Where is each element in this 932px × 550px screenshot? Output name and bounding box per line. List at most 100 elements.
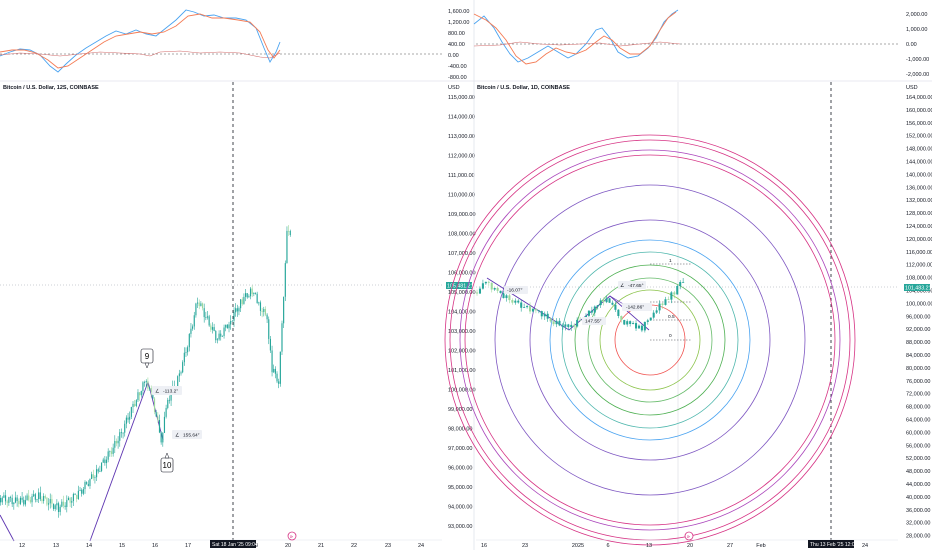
right-goto-realtime-button[interactable]: »: [684, 531, 694, 541]
left-candles[interactable]: [0, 225, 291, 518]
candle-body: [13, 502, 15, 505]
candle-body: [86, 482, 88, 484]
angle-label-1[interactable]: ∠ -113.2°: [152, 386, 182, 395]
right-price-tick: 156,000.00: [906, 121, 932, 127]
right-price-axis[interactable]: 164,000.00 160,000.00 156,000.00 152,000.00…: [906, 95, 932, 540]
right-price-tick: 72,000.00: [906, 392, 930, 398]
left-time-tick: 20: [285, 543, 291, 549]
right-price-tick: 132,000.00: [906, 198, 932, 204]
candle-body: [478, 288, 482, 294]
fib-circle-ring: [459, 149, 841, 531]
candle-body: [543, 313, 546, 317]
wave-10-callout[interactable]: 10: [160, 452, 174, 473]
left-chart-panel[interactable]: 1,600.00 1,200.00 800.00 400.00 0.00 -400.00 -…: [0, 9, 932, 549]
right-time-axis[interactable]: 16 23 2025 6 13 20 27 Feb: [481, 543, 766, 549]
angle-label-2[interactable]: ∠ 155.64°: [172, 430, 202, 439]
candle-body: [51, 499, 53, 504]
right-osc-tick: -2,000.00: [906, 72, 929, 78]
candle-body: [114, 441, 116, 448]
candle-body: [502, 292, 505, 299]
right-oscillator-axis[interactable]: 2,000.00 1,000.00 0.00 -1,000.00 -2,000.00: [906, 12, 929, 78]
right-angle-label-4-text: 147.55°: [585, 319, 602, 325]
angle-icon: ∠: [175, 433, 179, 439]
left-price-tick: 113,000.00: [448, 134, 475, 140]
candle-body: [91, 474, 93, 480]
left-oscillator-axis[interactable]: 1,600.00 1,200.00 800.00 400.00 0.00 -400.00 -…: [448, 9, 469, 81]
left-current-price-badge: 105,481.21: [446, 282, 474, 290]
candle-body: [16, 497, 18, 502]
right-price-tick: 80,000.00: [906, 366, 930, 372]
candle-body: [555, 320, 558, 325]
candle-body: [268, 319, 270, 339]
candle-body: [66, 500, 68, 507]
right-price-tick: 140,000.00: [906, 172, 932, 178]
right-candles[interactable]: [476, 278, 685, 333]
candle-body: [195, 303, 197, 316]
candle-body: [235, 308, 237, 313]
candle-body: [43, 496, 45, 502]
candle-body: [289, 231, 291, 235]
left-price-tick: 97,000.00: [448, 446, 472, 452]
left-price-tick: 115,000.00: [448, 95, 475, 101]
candle-body: [221, 335, 223, 337]
right-price-tick: 84,000.00: [906, 353, 930, 359]
candle-body: [652, 312, 655, 318]
candle-body: [511, 300, 514, 303]
fib-circle-ring: [549, 239, 751, 441]
candle-body: [97, 469, 99, 472]
right-time-tick: 13: [646, 543, 652, 549]
fib-circle-ring: [587, 277, 713, 403]
candle-body: [558, 320, 561, 326]
candle-body: [254, 292, 257, 294]
wave-9-callout[interactable]: 9: [140, 348, 154, 369]
candle-body: [205, 317, 207, 318]
fib-circle-ring: [574, 264, 726, 416]
right-price-tick: 104,000.00: [906, 289, 932, 295]
right-time-tick: 20: [687, 543, 693, 549]
right-chart-panel[interactable]: 2,000.00 1,000.00 0.00 -1,000.00 -2,000.00 B…: [444, 9, 932, 549]
candle-body: [225, 324, 227, 328]
candle-body: [635, 323, 638, 329]
candle-body: [499, 290, 502, 293]
candle-body: [56, 503, 58, 506]
right-price-tick: 96,000.00: [906, 314, 930, 320]
right-angle-label-4[interactable]: 147.55°: [582, 317, 606, 325]
left-goto-realtime-button[interactable]: »: [287, 531, 297, 541]
candle-body: [112, 447, 114, 454]
left-oscillator-pane[interactable]: 1,600.00 1,200.00 800.00 400.00 0.00 -400.00 -…: [0, 9, 469, 81]
candle-body: [236, 308, 238, 312]
candle-body: [196, 302, 199, 304]
right-angle-label-3[interactable]: -142.86°: [622, 303, 652, 311]
candle-body: [62, 501, 65, 506]
candle-body: [122, 432, 124, 434]
left-price-tick: 109,000.00: [448, 212, 476, 218]
candle-body: [182, 362, 184, 373]
candle-body: [278, 381, 280, 384]
candle-body: [493, 287, 496, 290]
candle-body: [6, 501, 8, 503]
left-price-tick: 94,000.00: [448, 505, 472, 511]
candle-body: [38, 492, 40, 500]
candle-body: [140, 390, 142, 396]
fib-circles[interactable]: [444, 134, 856, 546]
candle-body: [570, 324, 573, 328]
candle-body: [233, 312, 235, 321]
left-price-tick: 102,000.00: [448, 349, 476, 355]
right-angle-label-3-text: -142.86°: [626, 305, 644, 311]
candle-body: [537, 310, 540, 312]
right-angle-label-1[interactable]: -16.07°: [504, 286, 528, 294]
right-time-tick: 6: [606, 543, 609, 549]
candle-body: [231, 320, 233, 322]
candle-body: [670, 292, 673, 300]
left-time-tick: 14: [86, 543, 92, 549]
candle-body: [632, 323, 635, 324]
right-signal-line: [473, 11, 677, 65]
candle-body: [253, 292, 255, 294]
left-time-tick: 13: [53, 543, 59, 549]
candle-body: [526, 306, 529, 308]
candle-body: [241, 299, 243, 304]
candle-body: [28, 495, 30, 500]
right-oscillator-pane[interactable]: 2,000.00 1,000.00 0.00 -1,000.00 -2,000.00: [473, 9, 929, 78]
right-angle-label-2[interactable]: ∠ -47.65°: [618, 281, 646, 289]
candle-body: [211, 327, 214, 330]
